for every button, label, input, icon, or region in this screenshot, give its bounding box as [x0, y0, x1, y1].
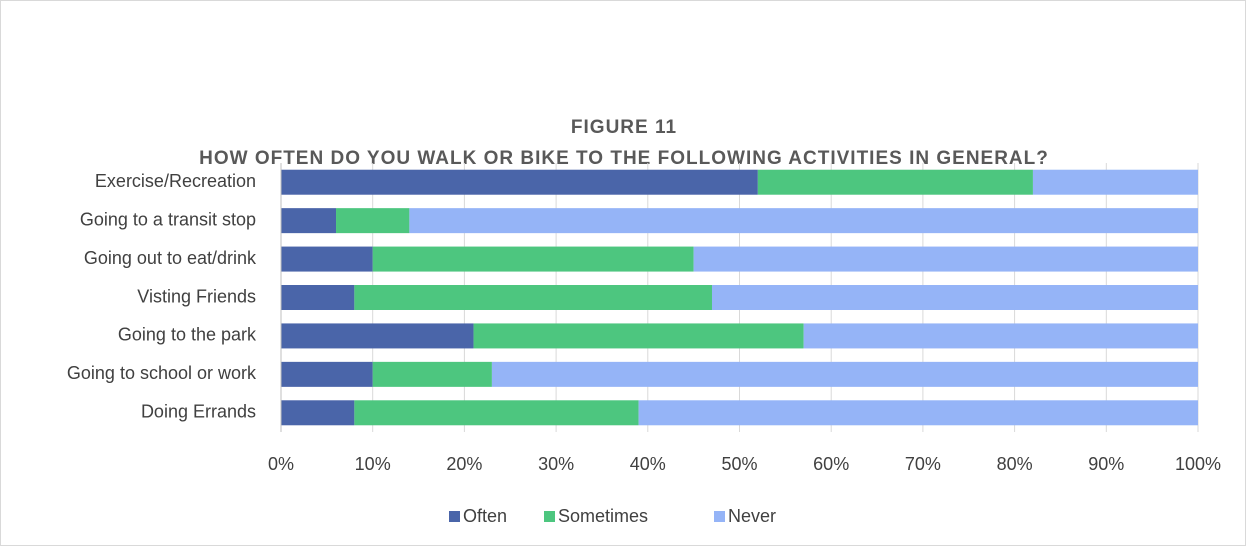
- x-tick-label: 60%: [813, 454, 849, 474]
- bar-segment: [281, 246, 373, 272]
- legend-swatch: [449, 511, 460, 522]
- y-tick-label: Exercise/Recreation: [95, 171, 256, 191]
- y-tick-label: Going to the park: [118, 325, 257, 345]
- y-tick-label: Visting Friends: [137, 286, 256, 306]
- y-tick-label: Going to a transit stop: [80, 209, 256, 229]
- legend-swatch: [714, 511, 725, 522]
- x-tick-label: 30%: [538, 454, 574, 474]
- bar-segment: [803, 323, 1198, 349]
- bar-segment: [473, 323, 804, 349]
- x-tick-label: 70%: [905, 454, 941, 474]
- bar-segment: [491, 361, 1198, 387]
- legend-label: Often: [463, 506, 507, 526]
- bar-segment: [354, 285, 712, 310]
- x-tick-label: 50%: [721, 454, 757, 474]
- chart-title: FIGURE 11: [570, 117, 678, 138]
- legend-label: Sometimes: [558, 506, 648, 526]
- y-tick-label: Going to school or work: [67, 363, 257, 383]
- chart-subtitle: HOW OFTEN DO YOU WALK OR BIKE TO THE FOL…: [199, 148, 1049, 169]
- x-tick-label: 20%: [446, 454, 482, 474]
- bar-segment: [1032, 169, 1198, 195]
- legend-swatch: [544, 511, 555, 522]
- y-tick-label: Going out to eat/drink: [84, 248, 257, 268]
- x-tick-label: 40%: [630, 454, 666, 474]
- bar-segment: [711, 285, 1198, 310]
- x-tick-label: 10%: [355, 454, 391, 474]
- bar-segment: [281, 169, 758, 195]
- x-tick-label: 0%: [268, 454, 294, 474]
- bar-segment: [372, 246, 694, 272]
- x-tick-label: 100%: [1175, 454, 1221, 474]
- bar-segment: [281, 285, 355, 310]
- bar-segment: [638, 400, 1198, 426]
- bar-segment: [281, 400, 355, 426]
- bar-segment: [336, 208, 410, 234]
- bar-segment: [372, 361, 492, 387]
- bar-segment: [354, 400, 639, 426]
- bar-segment: [693, 246, 1198, 272]
- x-tick-label: 80%: [997, 454, 1033, 474]
- bar-segment: [281, 361, 373, 387]
- bar-segment: [281, 323, 474, 349]
- titles: FIGURE 11 HOW OFTEN DO YOU WALK OR BIKE …: [0, 112, 1248, 174]
- legend-label: Never: [728, 506, 776, 526]
- x-tick-label: 90%: [1088, 454, 1124, 474]
- bar-segment: [281, 208, 337, 234]
- bar-segment: [409, 208, 1198, 234]
- y-tick-label: Doing Errands: [141, 402, 256, 422]
- bar-segment: [757, 169, 1033, 195]
